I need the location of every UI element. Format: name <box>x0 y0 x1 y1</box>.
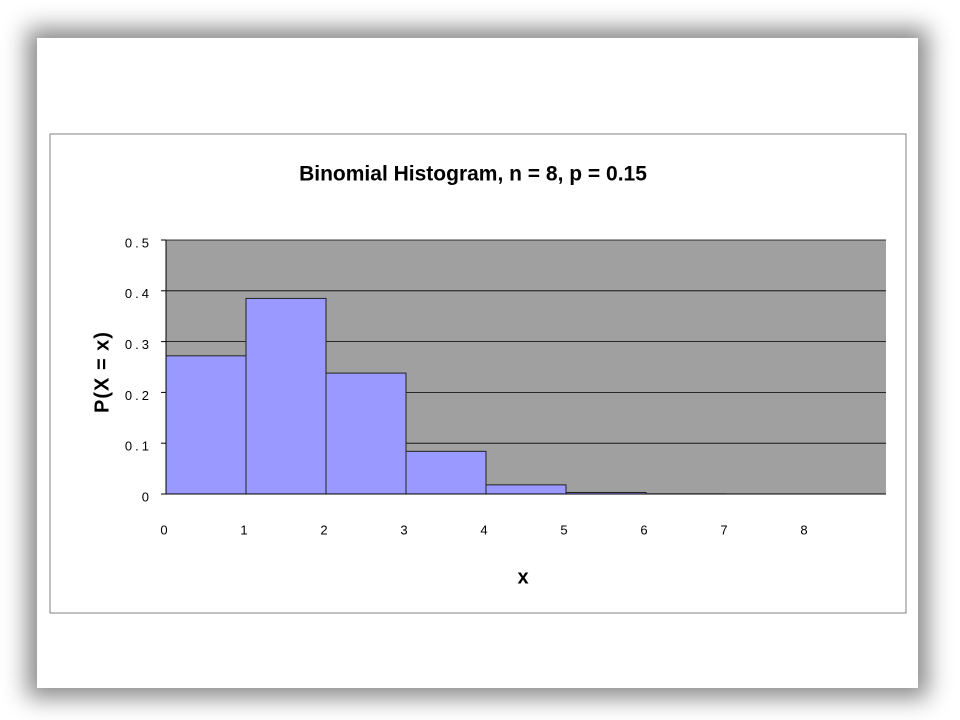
x-tick-label: 2 <box>320 522 327 537</box>
y-tick-label: 0.2 <box>125 388 152 403</box>
x-tick-label: 7 <box>720 522 727 537</box>
bar <box>245 297 327 495</box>
y-tick-label: 0.3 <box>125 337 152 352</box>
y-tick-label: 0.5 <box>125 235 152 250</box>
bar <box>405 450 487 495</box>
y-axis-label: P(X = x) <box>91 331 113 413</box>
x-tick-label: 1 <box>240 522 247 537</box>
x-tick-label: 0 <box>160 522 167 537</box>
y-tick-label: 0.4 <box>125 286 152 301</box>
bar <box>325 372 407 495</box>
x-tick-label: 4 <box>480 522 487 537</box>
y-tick-label: 0 <box>142 489 152 504</box>
x-tick-label: 5 <box>560 522 567 537</box>
bar <box>485 484 567 495</box>
x-tick-label: 6 <box>640 522 647 537</box>
x-axis-label: x <box>517 566 528 588</box>
chart-title: Binomial Histogram, n = 8, p = 0.15 <box>299 163 647 186</box>
bar <box>165 355 247 495</box>
y-tick-label: 0.1 <box>125 439 152 454</box>
x-tick-label: 8 <box>800 522 807 537</box>
x-tick-label: 3 <box>400 522 407 537</box>
